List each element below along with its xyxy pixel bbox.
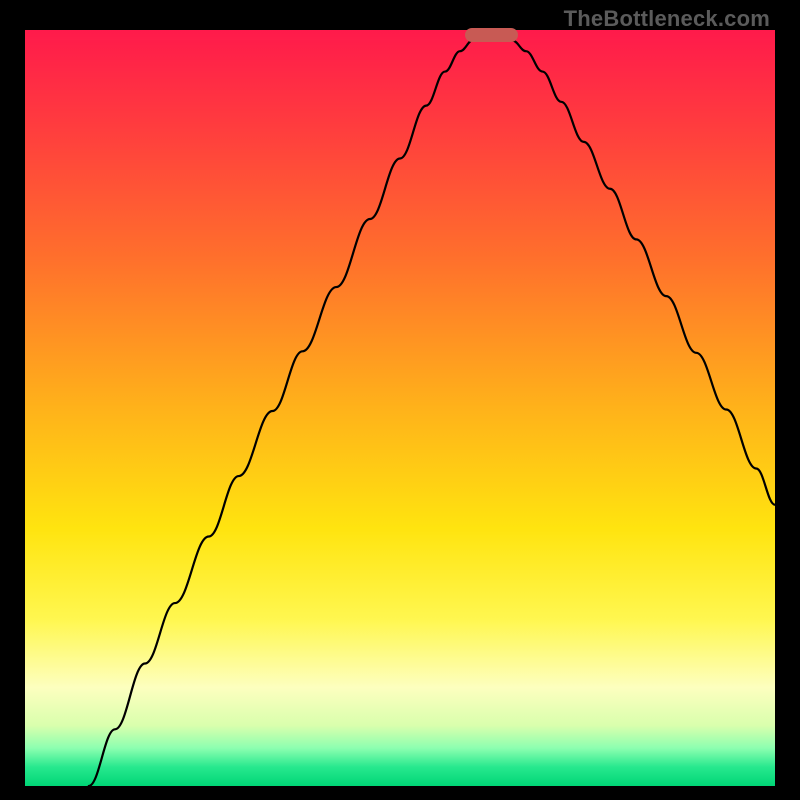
- border-bottom: [0, 786, 800, 800]
- watermark-text: TheBottleneck.com: [564, 6, 770, 32]
- bottleneck-curve: [89, 35, 775, 786]
- chart-frame: TheBottleneck.com: [0, 0, 800, 800]
- plot-area: [25, 30, 775, 786]
- border-left: [0, 0, 25, 800]
- curve-svg: [25, 30, 775, 786]
- border-right: [775, 0, 800, 800]
- optimum-marker: [465, 28, 518, 42]
